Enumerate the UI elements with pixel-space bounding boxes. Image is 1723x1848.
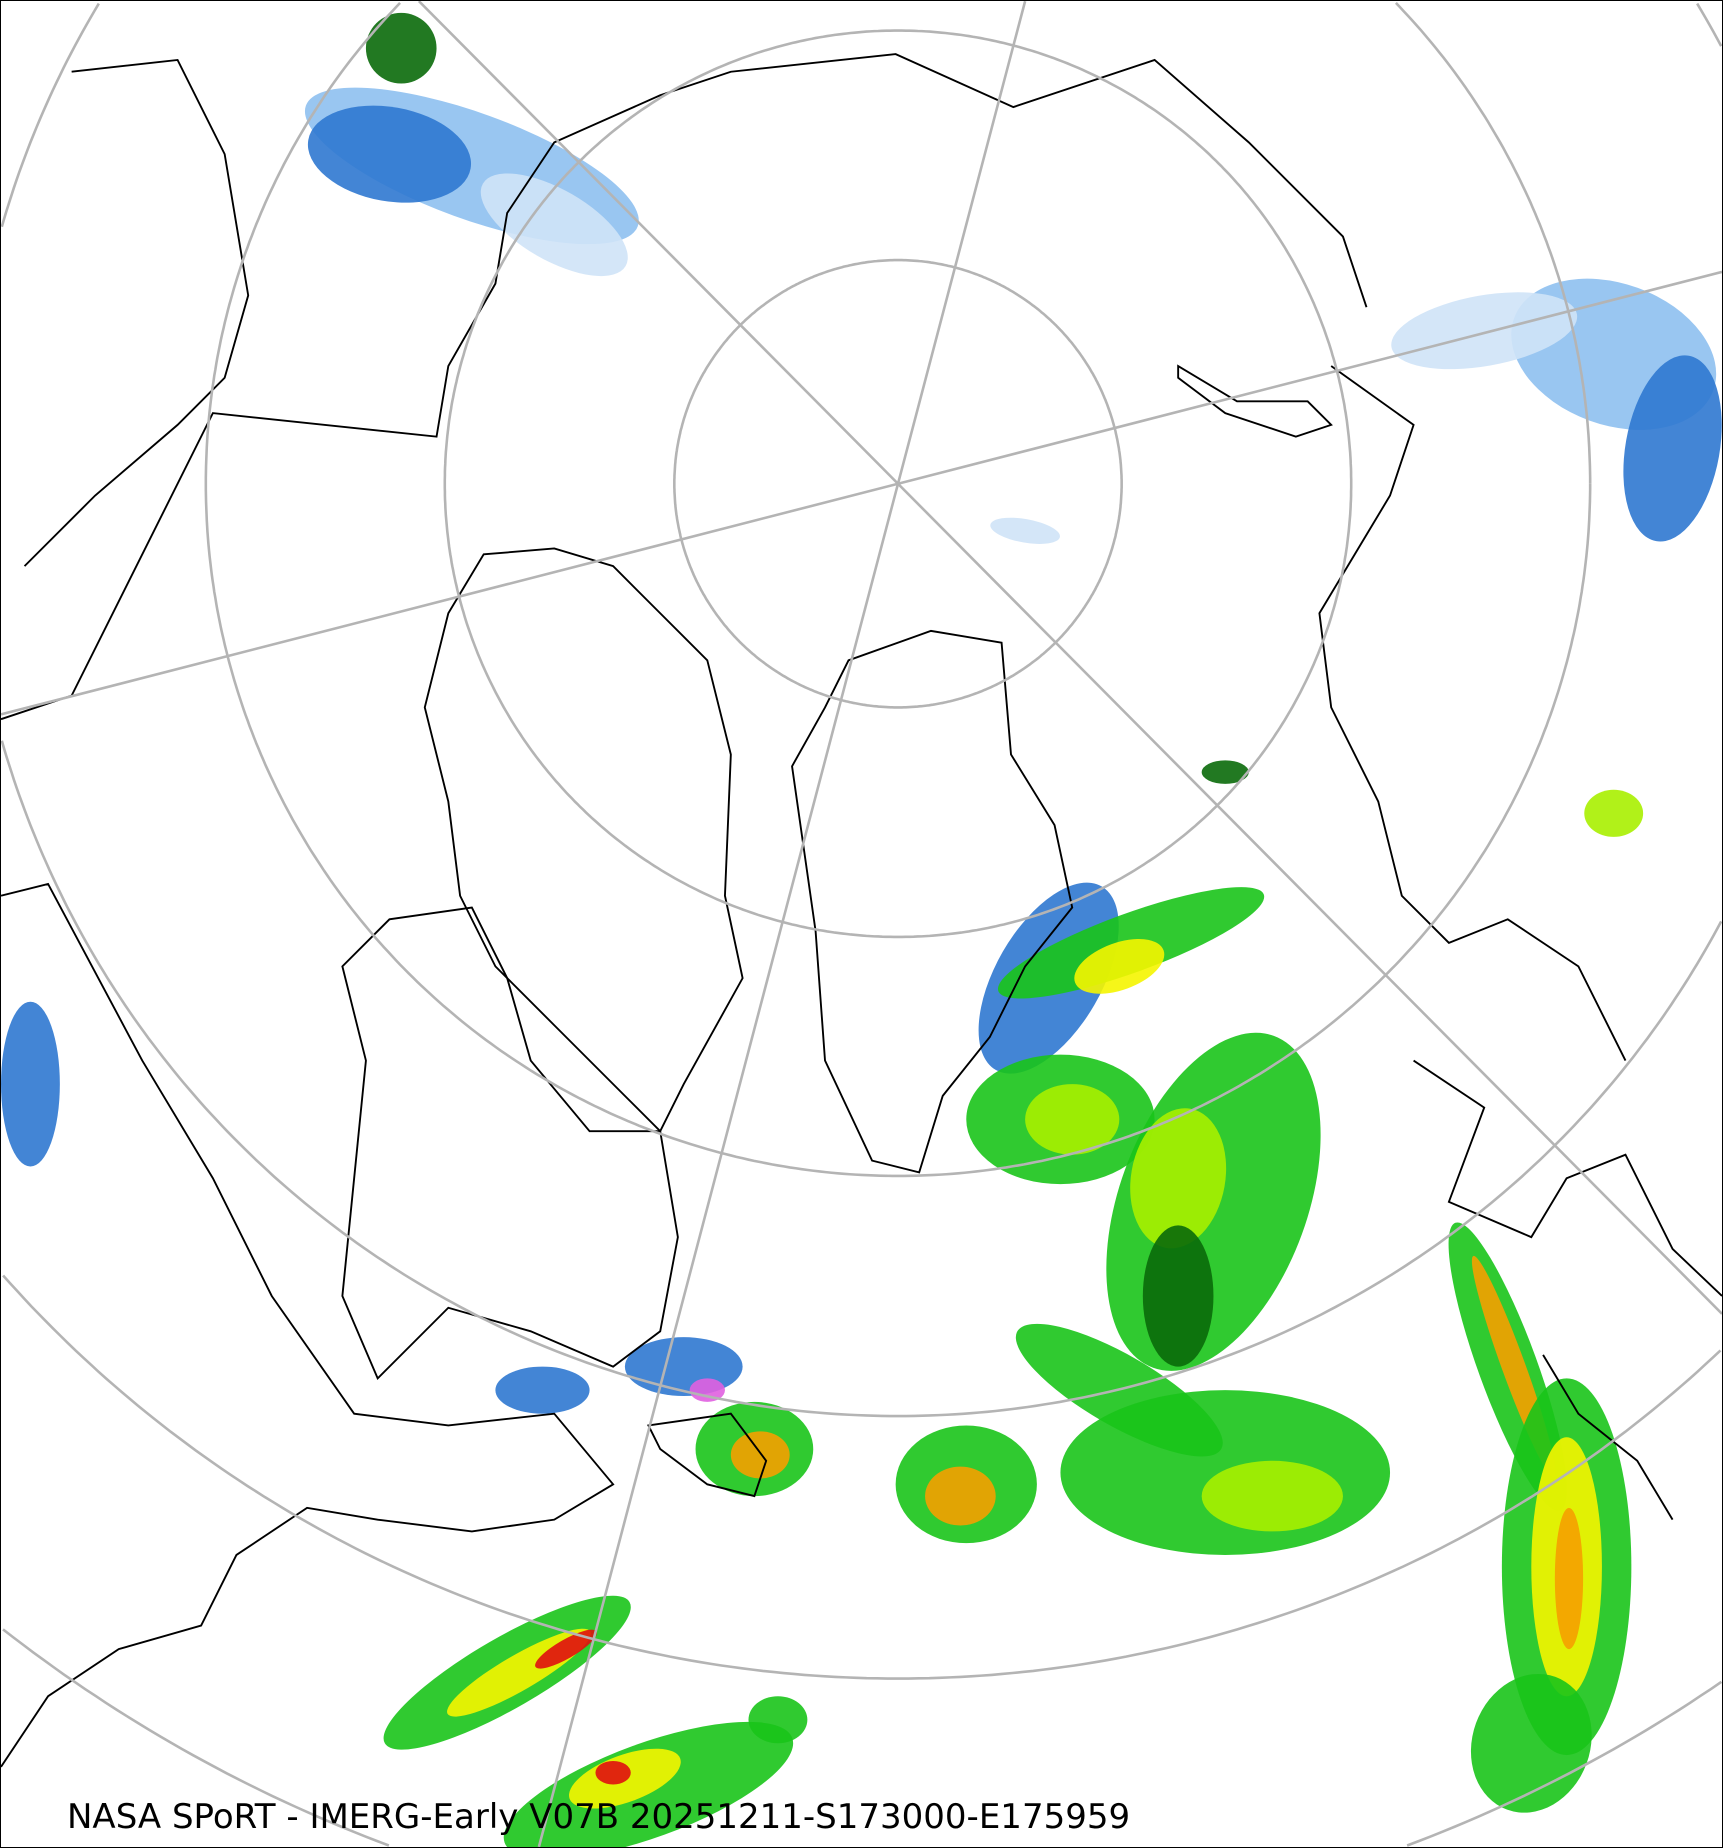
- latitude-circle: [1696, 2, 1722, 47]
- precip-rain-red: [535, 1629, 597, 1669]
- meridian-line: [537, 1, 1027, 1847]
- precip-snow: [1623, 355, 1722, 542]
- precip-light-rain: [1142, 1225, 1214, 1367]
- precip-rain-red: [595, 1760, 631, 1785]
- latitude-circle: [1, 2, 100, 228]
- precip-rain-orange: [1554, 1507, 1584, 1650]
- precip-rain-orange: [925, 1466, 996, 1526]
- precip-rain-lightgreen: [1584, 789, 1644, 837]
- latitude-circle: [443, 29, 1353, 939]
- coastline: [423, 547, 744, 1133]
- precip-snow: [1, 1001, 60, 1167]
- precip-rain-lightgreen: [1025, 1084, 1120, 1155]
- meridian-line: [417, 1, 1722, 1315]
- precipitation-layer: [1, 12, 1722, 1847]
- precip-snow: [624, 1337, 743, 1397]
- coastline: [1, 53, 1368, 721]
- latitude-circle: [2, 1628, 390, 1847]
- precip-snow: [307, 105, 472, 203]
- coastlines-layer: [1, 53, 1722, 1768]
- coastline: [647, 1412, 768, 1498]
- precip-rain-yellow: [1074, 939, 1165, 994]
- precip-rain-green: [748, 1696, 808, 1744]
- coastline: [23, 58, 250, 567]
- precip-light-rain: [365, 12, 437, 84]
- precip-very-light-snow: [1391, 292, 1578, 370]
- precip-rain-lightgreen: [1201, 1460, 1343, 1532]
- latitude-circle: [1406, 1680, 1722, 1847]
- map-caption: NASA SPoRT - IMERG-Early V07B 20251211-S…: [67, 1797, 1131, 1837]
- latitude-circle: [1394, 1, 1592, 484]
- precip-rain-orange: [730, 1431, 790, 1479]
- coastline: [1413, 1059, 1722, 1297]
- coastline: [1, 882, 615, 1768]
- precip-mixed-magenta: [689, 1378, 725, 1402]
- latitude-circle: [204, 1, 1592, 1178]
- latitude-circle: [1, 740, 1722, 1418]
- precip-snow: [495, 1366, 590, 1414]
- coastline: [1318, 365, 1627, 1061]
- coastline: [341, 906, 679, 1381]
- precip-very-light-snow: [990, 517, 1060, 544]
- coastline: [791, 629, 1074, 1174]
- latitude-circle: [2, 1274, 1722, 1680]
- precip-light-rain: [1201, 760, 1249, 784]
- coastline: [1542, 1354, 1674, 1521]
- meridian-line: [1, 270, 1722, 716]
- precip-rain-lightgreen: [1130, 1108, 1227, 1249]
- coastline: [1177, 364, 1333, 438]
- latitude-circle: [673, 258, 1123, 709]
